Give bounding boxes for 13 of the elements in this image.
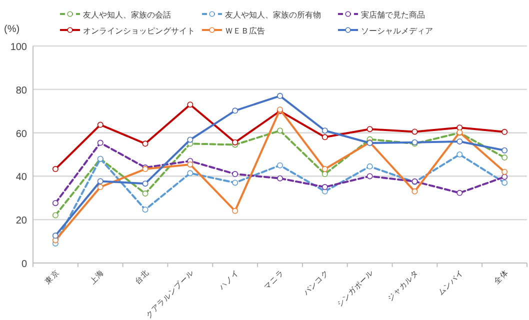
y-tick-label: 80 xyxy=(16,85,28,96)
y-tick-label: 100 xyxy=(10,42,28,53)
legend-label: オンラインショッピングサイト xyxy=(83,26,195,36)
legend-label: ＷＥＢ広告 xyxy=(225,26,265,36)
legend-label: 友人や知人、家族の会話 xyxy=(83,10,171,20)
legend-label: 実店舗で見た商品 xyxy=(361,10,425,20)
legend-label: 友人や知人、家族の所有物 xyxy=(225,10,321,20)
y-tick-label: 60 xyxy=(16,128,28,140)
y-tick-label: 40 xyxy=(16,172,28,184)
y-axis-title: (%) xyxy=(4,24,20,35)
y-tick-label: 0 xyxy=(21,259,28,270)
y-tick-label: 20 xyxy=(16,216,28,227)
legend-label: ソーシャルメディア xyxy=(361,26,433,36)
